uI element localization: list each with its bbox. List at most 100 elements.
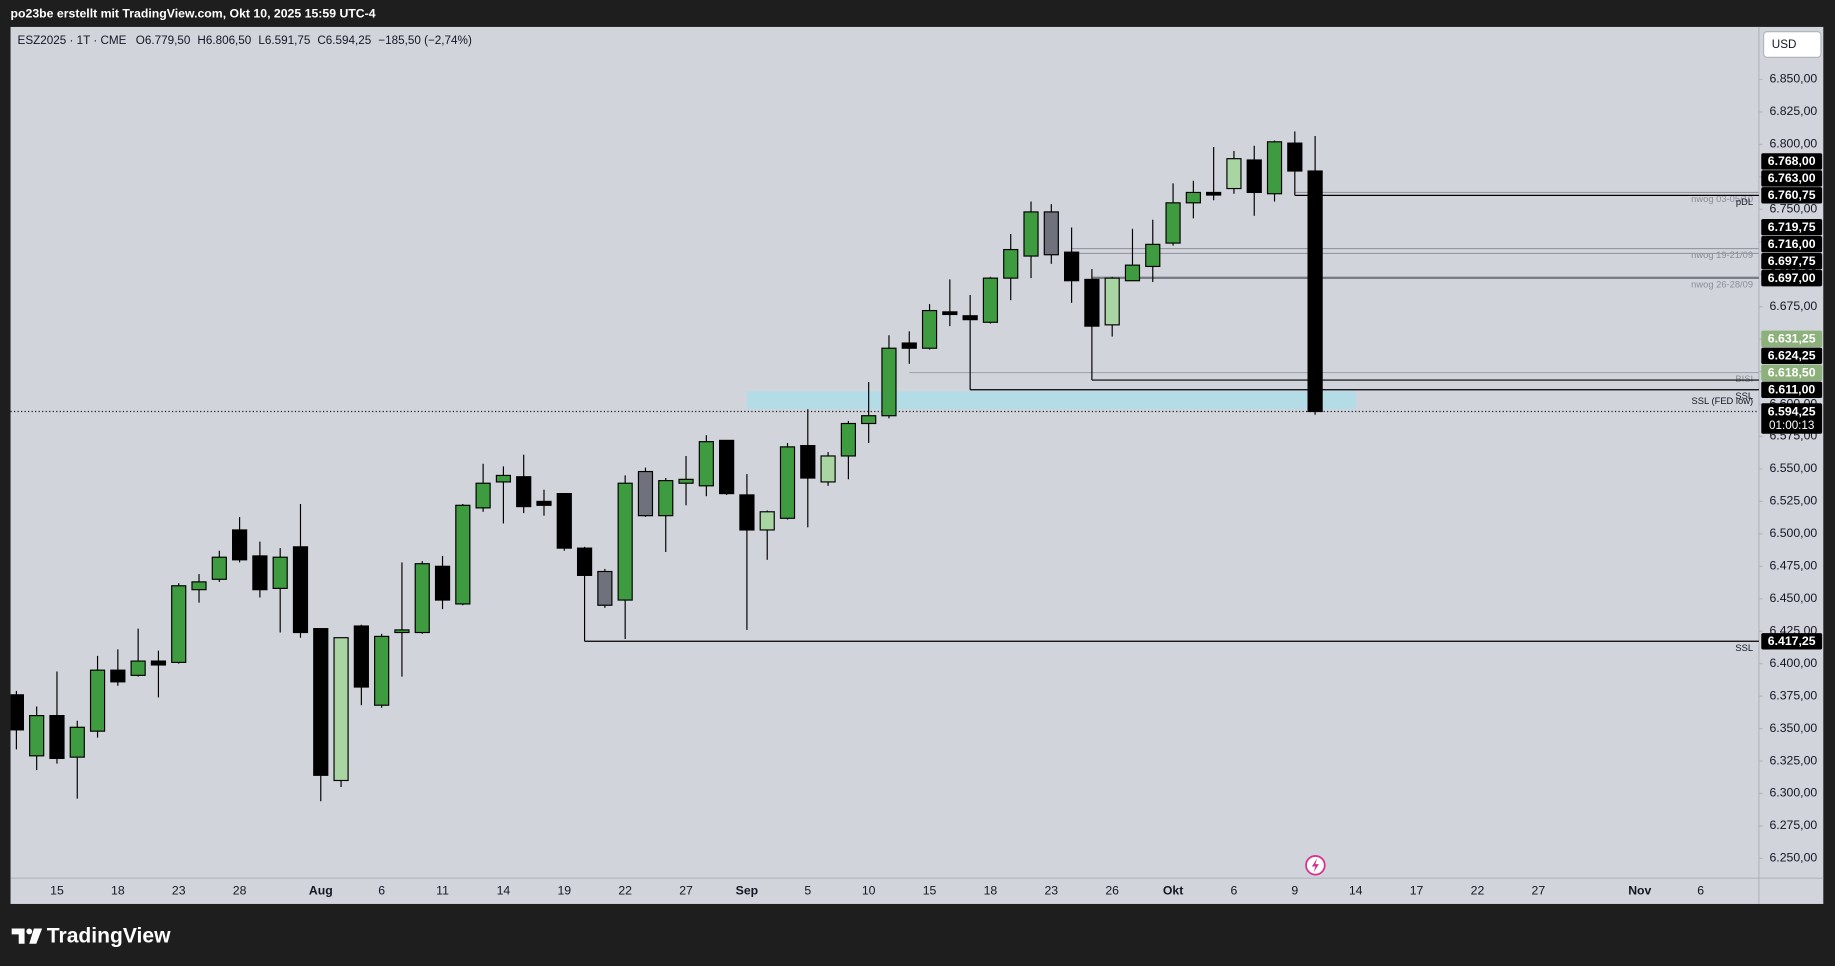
usd-button-label[interactable]: USD <box>1772 38 1797 51</box>
candle-body <box>820 455 836 483</box>
x-tick-label: 19 <box>557 883 571 897</box>
candle-body <box>637 470 654 517</box>
symbol-legend: ESZ2025 · 1T · CME O6.779,50 H6.806,50 L6.5… <box>18 34 472 47</box>
candle-body <box>475 482 491 509</box>
candle-body <box>252 555 268 591</box>
candle-body <box>840 422 856 457</box>
y-tick-label: 6.275,00 <box>1769 818 1817 832</box>
candle-body <box>1165 202 1181 244</box>
x-tick-label: 18 <box>111 883 125 897</box>
candle-body <box>313 628 329 776</box>
candle-body <box>333 637 349 782</box>
x-tick-label: Okt <box>1163 883 1183 897</box>
y-tick-label: 6.475,00 <box>1769 559 1817 573</box>
legend-value: H6.806,50 <box>197 34 251 47</box>
price-tag-label: 6.611,00 <box>1768 383 1815 397</box>
y-tick-label: 6.500,00 <box>1769 526 1817 540</box>
candle-body <box>1226 158 1242 190</box>
x-tick-label: 6 <box>378 883 385 897</box>
price-tag-label: 6.716,00 <box>1768 237 1816 251</box>
candle-body <box>150 660 167 666</box>
event-icon[interactable] <box>1305 855 1326 876</box>
y-tick-label: 6.675,00 <box>1769 299 1817 313</box>
price-tag <box>1761 170 1823 187</box>
candle-body <box>1084 278 1100 327</box>
candle-body <box>69 726 85 758</box>
candle-body <box>455 504 471 605</box>
y-tick-label: 6.825,00 <box>1769 104 1817 118</box>
liquidity-zone <box>746 391 1356 410</box>
x-tick-label: 27 <box>1531 883 1545 897</box>
candle-body <box>800 444 816 479</box>
x-tick-label: 6 <box>1697 883 1704 897</box>
price-tag <box>1761 403 1823 434</box>
logo-mark-dot <box>26 928 33 935</box>
candle-body <box>576 547 593 576</box>
price-tag-label: 6.763,00 <box>1768 171 1816 185</box>
x-tick-label: Nov <box>1628 883 1651 897</box>
price-tag <box>1761 153 1823 170</box>
y-tick-label: 6.850,00 <box>1769 72 1817 86</box>
level-label: nwog 03-05/10 <box>1691 194 1753 204</box>
candle-body <box>719 439 735 495</box>
candle-body <box>1266 141 1283 195</box>
x-tick-label: 22 <box>618 883 632 897</box>
price-tag <box>1761 347 1823 364</box>
candle-body <box>353 625 369 688</box>
candle-body <box>231 529 248 561</box>
candle-body <box>191 581 207 591</box>
candle-body <box>414 563 430 634</box>
price-tag-label: 6.760,75 <box>1768 188 1816 202</box>
legend-value: O6.779,50 <box>136 34 191 47</box>
price-tag <box>1761 330 1823 348</box>
y-tick-label: 6.800,00 <box>1769 137 1817 151</box>
y-tick-label: 6.550,00 <box>1769 461 1817 475</box>
logo-text: TradingView <box>47 924 171 947</box>
candle-body <box>962 315 978 321</box>
usd-button-box[interactable] <box>1763 31 1822 58</box>
x-tick-label: 23 <box>172 883 186 897</box>
x-tick-label: 5 <box>804 883 811 897</box>
logo-mark-v <box>29 928 43 944</box>
y-tick-label: 6.375,00 <box>1769 688 1817 702</box>
legend-symbol: ESZ2025 · 1T · CME <box>18 34 127 47</box>
candle-body <box>678 478 694 484</box>
x-tick-label: 9 <box>1291 883 1298 897</box>
x-tick-label: 18 <box>984 883 998 897</box>
price-tag-label: 6.697,75 <box>1768 254 1816 268</box>
candle-body <box>516 476 532 508</box>
x-tick-label: 28 <box>233 883 247 897</box>
price-tag-label: 6.618,50 <box>1768 366 1816 380</box>
event-icon-bolt[interactable] <box>1311 858 1319 873</box>
x-tick-label: 6 <box>1231 883 1238 897</box>
y-tick-label: 6.250,00 <box>1769 851 1817 865</box>
candle-body <box>597 570 613 606</box>
candle-body <box>1063 251 1080 282</box>
price-tag-countdown: 01:00:13 <box>1769 419 1814 432</box>
candle-body <box>1043 211 1059 256</box>
candle-body <box>1003 248 1019 279</box>
candle-body <box>1124 264 1141 282</box>
level-label: SSL <box>1735 391 1753 401</box>
x-tick-label: 15 <box>50 883 64 897</box>
candle-body <box>982 277 999 323</box>
y-tick-label: 6.525,00 <box>1769 494 1817 508</box>
chart-panel <box>10 26 1824 904</box>
price-tag-label: 6.624,25 <box>1768 349 1816 363</box>
x-tick-label: 14 <box>1349 883 1363 897</box>
candle-body <box>394 629 410 634</box>
x-tick-label: 17 <box>1410 883 1424 897</box>
candle-body <box>434 565 451 601</box>
candle-body <box>759 511 775 531</box>
header-text: po23be erstellt mit TradingView.com, Okt… <box>11 6 376 20</box>
level-label: nwog 19-21/09 <box>1691 250 1753 260</box>
x-tick-label: 27 <box>679 883 693 897</box>
level-label: BISI <box>1735 374 1753 384</box>
price-tag-label: 6.631,25 <box>1768 332 1816 346</box>
candle-body <box>1287 142 1303 172</box>
legend-value: L6.591,75 <box>258 34 310 47</box>
candle-body <box>130 660 146 676</box>
candle-body <box>110 669 126 683</box>
usd-button[interactable]: USD <box>1763 31 1822 58</box>
